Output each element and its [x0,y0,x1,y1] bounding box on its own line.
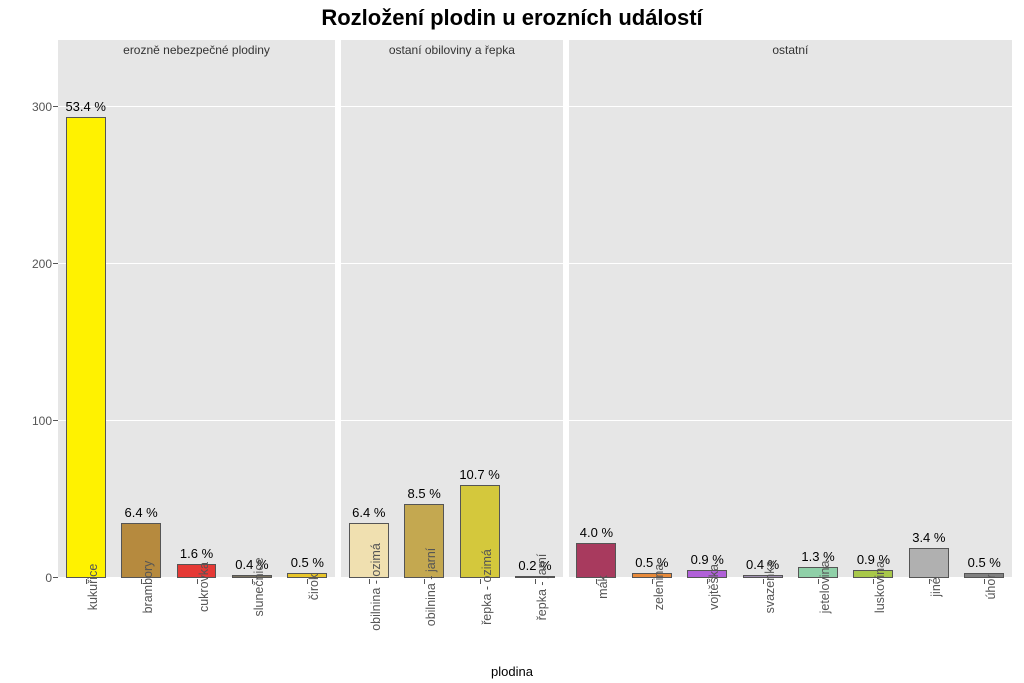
tick-slot: jiné [901,579,956,659]
tick-slot: obilnina - ozimá [341,579,396,659]
bar-pct-label: 10.7 % [459,467,499,482]
y-tick-label: 0 [45,571,52,585]
facet-panel: ostaní obiloviny a řepka 6.4 % 8.5 % 10.7 %… [341,40,563,578]
bar-pct-label: 6.4 % [352,505,385,520]
bar-slot: 0.5 % [280,60,335,578]
bar-pct-label: 53.4 % [65,99,105,114]
bar-slot: 6.4 % [341,60,396,578]
facet-strip-label: erozně nebezpečné plodiny [58,40,335,60]
y-tick-label: 200 [32,257,52,271]
chart-container: Rozložení plodin u erozních událostí poč… [0,0,1024,683]
plot-area: erozně nebezpečné plodiny 53.4 % 6.4 % 1.6 … [58,40,1012,578]
tick-facet: obilnina - ozimáobilnina - jarnířepka - … [341,579,563,659]
bars-row: 53.4 % 6.4 % 1.6 % 0.4 % 0.5 % [58,60,335,578]
bar-slot: 0.5 % [624,60,679,578]
x-tick-label: obilnina - jarní [424,548,438,627]
x-tick-label: jetelovina [818,561,832,614]
tick-slot: vojtěška [680,579,735,659]
y-axis-ticks: 0100200300 [0,60,58,578]
tick-slot: jetelovina [790,579,845,659]
bar-slot: 0.4 % [224,60,279,578]
tick-slot: čirok [280,579,335,659]
bar-slot: 3.4 % [901,60,956,578]
bars-row: 4.0 %0.5 %0.9 %0.4 %1.3 %0.9 %3.4 %0.5 % [569,60,1012,578]
tick-slot: řepka - jarní [507,579,562,659]
y-tick-label: 300 [32,100,52,114]
bar-pct-label: 6.4 % [124,505,157,520]
facet-body: 6.4 % 8.5 % 10.7 % 0.2 % [341,60,563,578]
bar [576,543,616,578]
x-tick-label: slunečnice [252,557,266,616]
bar-slot: 1.3 % [790,60,845,578]
tick-slot: řepka - ozimá [452,579,507,659]
facet-panel: erozně nebezpečné plodiny 53.4 % 6.4 % 1.6 … [58,40,335,578]
bars-row: 6.4 % 8.5 % 10.7 % 0.2 % [341,60,563,578]
x-tick-label: vojtěška [707,564,721,610]
bar-slot: 53.4 % [58,60,113,578]
x-tick-label: svazenka [763,561,777,614]
facet-panel: ostatní4.0 %0.5 %0.9 %0.4 %1.3 %0.9 %3.4… [569,40,1012,578]
x-tick-label: kukuřice [86,564,100,611]
x-tick-label: řepka - ozimá [480,549,494,625]
tick-slot: zelenina [624,579,679,659]
facet-body: 53.4 % 6.4 % 1.6 % 0.4 % 0.5 % [58,60,335,578]
bar-slot: 6.4 % [113,60,168,578]
tick-slot: brambory [113,579,168,659]
bar-slot: 0.4 % [735,60,790,578]
bar-slot: 1.6 % [169,60,224,578]
tick-slot: kukuřice [58,579,113,659]
tick-slot: svazenka [735,579,790,659]
x-tick-label: brambory [141,561,155,614]
x-tick-label: obilnina - ozimá [369,543,383,631]
chart-title: Rozložení plodin u erozních událostí [0,5,1024,31]
tick-facet: mákzeleninavojtěškasvazenkajetelovinalus… [569,579,1012,659]
tick-slot: slunečnice [224,579,279,659]
x-tick-label: řepka - jarní [535,554,549,621]
bar-slot: 8.5 % [396,60,451,578]
x-tick-label: čirok [307,574,321,600]
bar-pct-label: 1.6 % [180,546,213,561]
tick-slot: úhor [957,579,1012,659]
x-tick-label: úhor [984,574,998,599]
bar-pct-label: 3.4 % [912,530,945,545]
bar-slot: 0.9 % [846,60,901,578]
bar-slot: 4.0 % [569,60,624,578]
bar [909,548,949,578]
tick-facet: kukuřicebramborycukrovkaslunečnicečirok [58,579,335,659]
tick-slot: cukrovka [169,579,224,659]
bar-pct-label: 4.0 % [580,525,613,540]
x-tick-label: mák [596,575,610,599]
bar-slot: 10.7 % [452,60,507,578]
bar-pct-label: 0.5 % [291,555,324,570]
bar-slot: 0.9 % [680,60,735,578]
tick-slot: obilnina - jarní [396,579,451,659]
facet-strip-label: ostatní [569,40,1012,60]
bar [66,117,106,578]
x-axis-label: plodina [0,664,1024,679]
x-tick-label: cukrovka [197,562,211,612]
bar-slot: 0.5 % [957,60,1012,578]
bar-slot: 0.2 % [507,60,562,578]
facet-body: 4.0 %0.5 %0.9 %0.4 %1.3 %0.9 %3.4 %0.5 % [569,60,1012,578]
bar-pct-label: 8.5 % [408,486,441,501]
tick-slot: luskovina [846,579,901,659]
x-tick-label: zelenina [652,564,666,611]
tick-slot: mák [569,579,624,659]
facet-strip-label: ostaní obiloviny a řepka [341,40,563,60]
y-tick-label: 100 [32,414,52,428]
bar-pct-label: 0.5 % [968,555,1001,570]
x-tick-label: jiné [929,577,943,596]
x-tick-label: luskovina [873,561,887,613]
x-tick-row: kukuřicebramborycukrovkaslunečnicečiroko… [58,579,1012,659]
